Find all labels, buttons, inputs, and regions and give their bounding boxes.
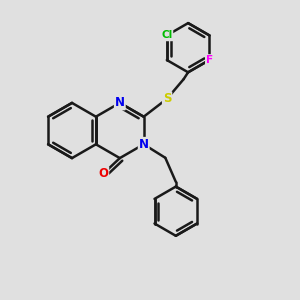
Text: O: O: [98, 167, 108, 180]
Text: Cl: Cl: [161, 30, 172, 40]
Text: N: N: [115, 96, 125, 110]
Text: N: N: [139, 138, 149, 151]
Text: F: F: [206, 55, 213, 65]
Text: S: S: [163, 92, 171, 105]
